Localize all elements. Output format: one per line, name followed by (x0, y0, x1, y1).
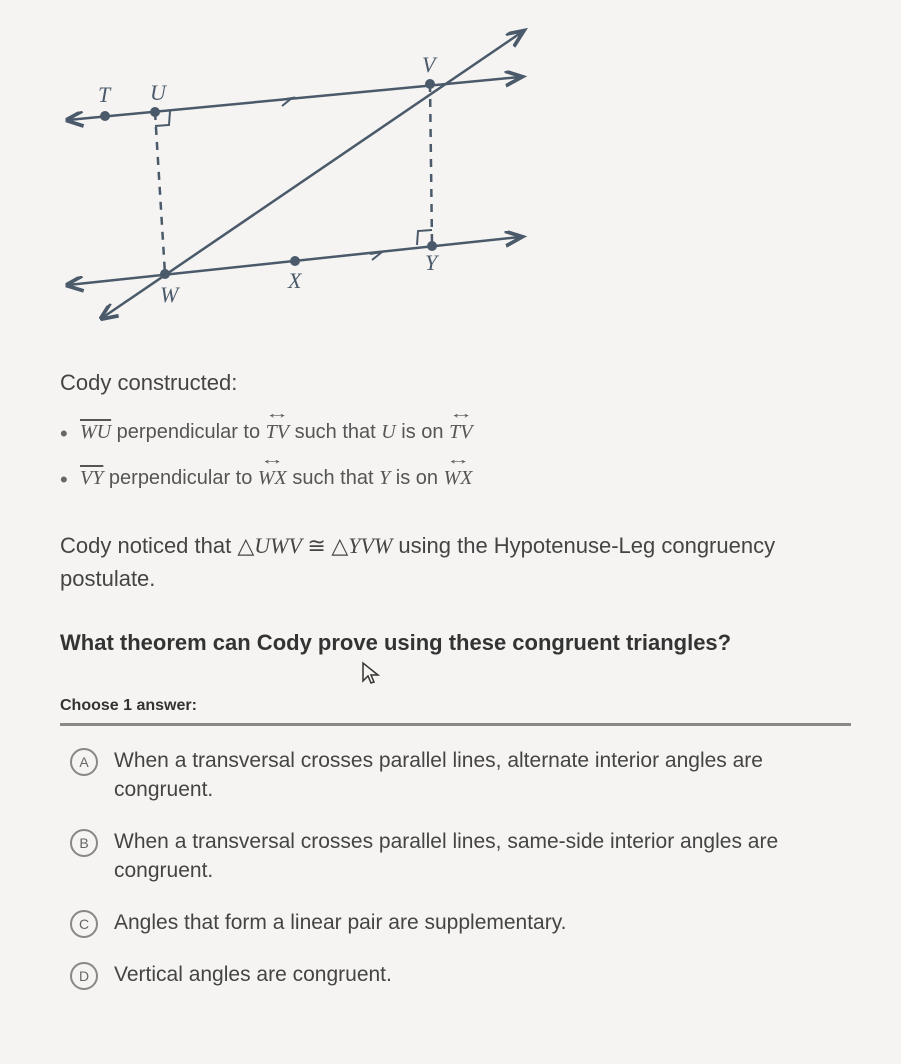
option-radio-a[interactable]: A (70, 748, 98, 776)
answer-option-c[interactable]: C Angles that form a linear pair are sup… (60, 908, 851, 938)
option-radio-d[interactable]: D (70, 962, 98, 990)
option-radio-c[interactable]: C (70, 910, 98, 938)
answer-option-b[interactable]: B When a transversal crosses parallel li… (60, 827, 851, 886)
svg-text:W: W (160, 282, 180, 307)
noticed-text: Cody noticed that △UWV ≅ △YVW using the … (60, 529, 851, 595)
option-radio-b[interactable]: B (70, 829, 98, 857)
cursor-icon (360, 661, 851, 692)
answer-option-d[interactable]: D Vertical angles are congruent. (60, 960, 851, 990)
svg-text:X: X (287, 268, 303, 293)
svg-text:Y: Y (425, 250, 440, 275)
choose-label: Choose 1 answer: (60, 697, 851, 715)
option-text-a: When a transversal crosses parallel line… (114, 746, 851, 805)
option-text-c: Angles that form a linear pair are suppl… (114, 908, 567, 937)
option-text-b: When a transversal crosses parallel line… (114, 827, 851, 886)
svg-text:V: V (422, 52, 438, 77)
construction-item-1: WU perpendicular to TV such that U is on… (80, 416, 851, 448)
geometry-diagram: T U V W X Y (60, 20, 540, 330)
question-text: What theorem can Cody prove using these … (60, 630, 851, 656)
svg-text:T: T (98, 82, 112, 107)
option-text-d: Vertical angles are congruent. (114, 960, 392, 989)
answer-option-a[interactable]: A When a transversal crosses parallel li… (60, 746, 851, 805)
construction-list: WU perpendicular to TV such that U is on… (60, 416, 851, 494)
svg-text:U: U (150, 80, 168, 105)
construction-item-2: VY perpendicular to WX such that Y is on… (80, 462, 851, 494)
divider (60, 723, 851, 726)
constructed-heading: Cody constructed: (60, 370, 851, 396)
